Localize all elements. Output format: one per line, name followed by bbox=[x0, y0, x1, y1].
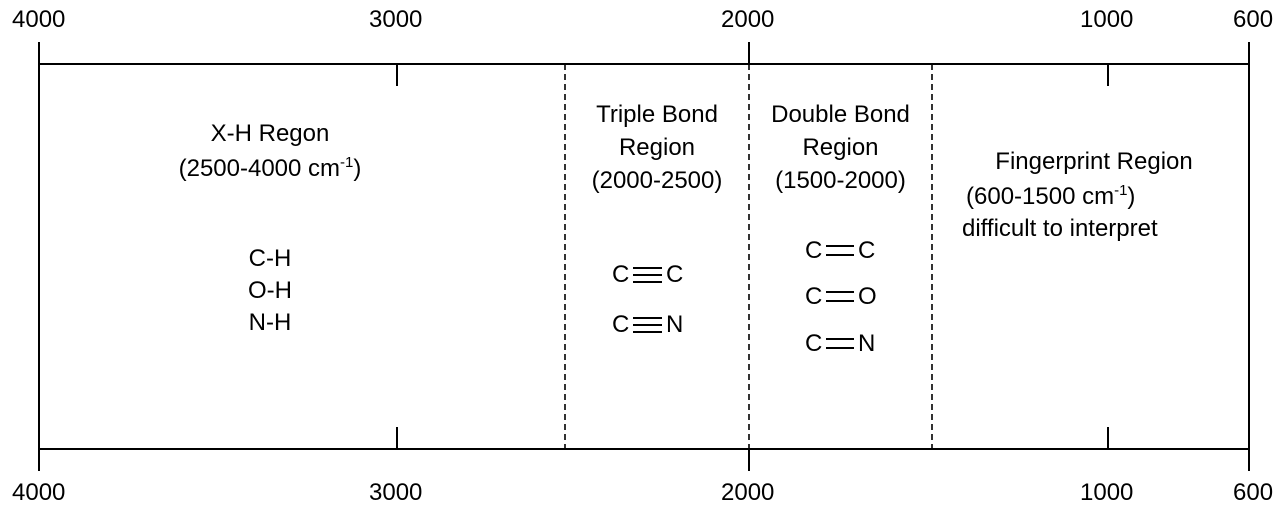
top-tick-label-2000: 2000 bbox=[721, 6, 775, 33]
fingerprint-region-range: (600-1500 cm-1) bbox=[966, 182, 1136, 210]
double-bond-cc-right-atom: C bbox=[858, 237, 876, 264]
bottom-tick-label-2000: 2000 bbox=[721, 479, 775, 506]
double-region-title-line1: Double Bond bbox=[771, 101, 910, 128]
double-bond-symbol-cc bbox=[826, 245, 854, 256]
xh-bond-nh: N-H bbox=[248, 309, 292, 336]
fingerprint-region-note: difficult to interpret bbox=[962, 215, 1158, 242]
double-bond-cc-left-atom: C bbox=[805, 237, 823, 264]
triple-bond-cc-right-atom: C bbox=[666, 261, 684, 288]
bottom-tick-label-4000: 4000 bbox=[12, 479, 66, 506]
top-tick-label-3000: 3000 bbox=[369, 6, 423, 33]
xh-bond-ch: C-H bbox=[248, 245, 292, 272]
xh-region-title: X-H Regon bbox=[210, 120, 330, 147]
double-bond-co-right-atom: O bbox=[858, 283, 877, 310]
xh-region-range: (2500-4000 cm-1) bbox=[178, 154, 362, 182]
double-bond-cn-right-atom: N bbox=[858, 330, 876, 357]
top-tick-label-1000: 1000 bbox=[1080, 6, 1134, 33]
top-tick-label-4000: 4000 bbox=[12, 6, 66, 33]
triple-bond-cc-left-atom: C bbox=[612, 261, 630, 288]
diagram-frame bbox=[38, 63, 1250, 450]
triple-region-range: (2000-2500) bbox=[591, 167, 723, 194]
double-bond-symbol-co bbox=[826, 291, 854, 302]
bottom-tick-label-1000: 1000 bbox=[1080, 479, 1134, 506]
double-bond-co-left-atom: C bbox=[805, 283, 823, 310]
triple-region-title-line1: Triple Bond bbox=[596, 101, 718, 128]
triple-region-title-line2: Region bbox=[618, 134, 696, 161]
bottom-tick-label-600: 600 bbox=[1233, 479, 1274, 506]
bottom-tick-label-3000: 3000 bbox=[369, 479, 423, 506]
triple-bond-cn-right-atom: N bbox=[666, 311, 684, 338]
xh-bond-oh: O-H bbox=[248, 277, 292, 304]
triple-bond-cn-left-atom: C bbox=[612, 311, 630, 338]
triple-bond-symbol-cc bbox=[633, 267, 662, 283]
fingerprint-region-title: Fingerprint Region bbox=[995, 148, 1193, 175]
double-bond-symbol-cn bbox=[826, 338, 854, 349]
top-tick-label-600: 600 bbox=[1233, 6, 1274, 33]
double-region-range: (1500-2000) bbox=[775, 167, 906, 194]
double-bond-cn-left-atom: C bbox=[805, 330, 823, 357]
triple-bond-symbol-cn bbox=[633, 317, 662, 333]
double-region-title-line2: Region bbox=[802, 134, 879, 161]
